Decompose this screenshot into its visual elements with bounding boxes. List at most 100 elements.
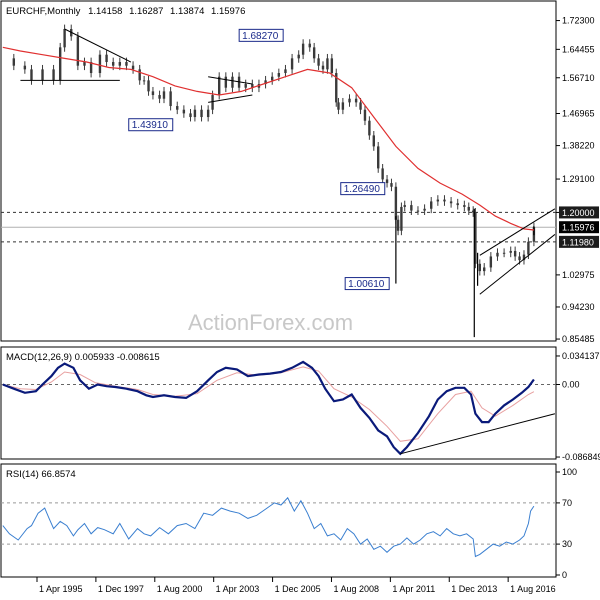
price-candle-body <box>489 256 493 268</box>
price-trend-line <box>64 28 132 63</box>
price-candle-body <box>277 73 281 77</box>
price-candle-body <box>89 62 93 74</box>
price-highlight-label: 1.15976 <box>562 223 595 233</box>
macd-title: MACD(12,26,9) 0.005933 -0.008615 <box>6 352 160 363</box>
macd-line <box>2 360 535 456</box>
price-candle-body <box>467 206 470 211</box>
rsi-title: RSI(14) 66.8574 <box>6 469 76 480</box>
price-candle-body <box>105 54 108 63</box>
price-candle-body <box>330 58 334 74</box>
price-candle-body <box>41 69 44 81</box>
macd-y-tick-label: 0.00 <box>562 379 580 389</box>
price-y-tick-label: 1.38220 <box>562 141 595 151</box>
price-candle-body <box>471 210 475 213</box>
rsi-y-tick-label: 0 <box>562 570 567 580</box>
price-candle-body <box>354 98 358 103</box>
price-candle-body <box>297 54 300 59</box>
price-y-tick-label: 1.72300 <box>562 16 595 26</box>
macd-panel-frame <box>0 346 557 460</box>
price-candle-body <box>98 54 102 74</box>
price-candle-body <box>381 168 384 180</box>
price-candle-body <box>206 109 210 118</box>
price-candle-body <box>182 109 186 114</box>
price-candle-body <box>385 179 389 184</box>
price-candle-body <box>372 135 375 147</box>
price-candle-body <box>189 113 192 118</box>
price-highlight-label: 1.20000 <box>562 208 595 218</box>
price-header: EURCHF,Monthly 1.14158 1.16287 1.13874 1… <box>6 6 245 17</box>
pivot-label-box <box>238 28 284 42</box>
pivot-label: 1.43910 <box>132 120 169 131</box>
price-candle-body <box>474 212 477 264</box>
price-candle-body <box>308 43 311 48</box>
price-candle-body <box>290 58 294 70</box>
price-candle-body <box>63 29 66 48</box>
price-candle-body <box>251 84 254 88</box>
price-candle-body <box>224 76 228 88</box>
price-candle-body <box>211 95 214 110</box>
price-candle-body <box>513 250 517 257</box>
price-candle-body <box>430 201 433 209</box>
price-trend-line <box>479 234 556 295</box>
price-panel-frame <box>0 0 557 342</box>
price-trend-line <box>208 76 253 85</box>
price-candle-body <box>142 80 146 82</box>
x-axis-tick-label: 1 Apr 2003 <box>216 584 260 594</box>
watermark: ActionForex.com <box>188 310 353 335</box>
high-value: 1.16287 <box>129 6 163 17</box>
price-candle-body <box>169 91 172 107</box>
pivot-label: 1.00610 <box>348 279 385 290</box>
price-candle-body <box>218 76 221 96</box>
x-axis-tick-label: 1 Aug 2016 <box>510 584 556 594</box>
x-axis-tick-label: 1 Aug 2000 <box>157 584 203 594</box>
x-axis-tick-label: 1 Apr 2011 <box>392 584 435 594</box>
x-axis-tick-label: 1 Dec 2013 <box>451 584 497 594</box>
price-candle-body <box>518 256 521 261</box>
rsi-y-tick-label: 70 <box>562 498 572 508</box>
price-candle-body <box>264 80 267 85</box>
price-candle-body <box>158 95 161 99</box>
price-candle-body <box>284 69 287 74</box>
price-candle-body <box>176 106 179 110</box>
price-candle-body <box>200 109 203 118</box>
x-axis-tick-label: 1 Dec 2005 <box>275 584 321 594</box>
price-y-tick-label: 1.46965 <box>562 109 595 119</box>
price-candle-body <box>363 109 367 121</box>
price-candle-body <box>449 201 453 204</box>
price-candle-body <box>502 252 506 254</box>
price-y-tick-label: 0.85485 <box>562 334 595 344</box>
price-candle-body <box>271 76 274 81</box>
moving-average-line <box>2 46 534 231</box>
x-axis-tick-label: 1 Aug 2008 <box>333 584 379 594</box>
price-candle-body <box>58 47 62 81</box>
price-trend-line <box>479 208 556 256</box>
price-highlight-label: 1.11980 <box>562 237 594 247</box>
price-candle-body <box>394 186 398 220</box>
price-candle-body <box>478 263 482 272</box>
rsi-layer: 100 70 30 0 <box>1 467 577 580</box>
price-candle-body <box>436 199 440 202</box>
price-candle-body <box>312 47 316 59</box>
macd-trend-line <box>400 413 556 455</box>
price-candle-body <box>23 65 27 70</box>
x-axis-tick-label: 1 Apr 1995 <box>39 584 83 594</box>
close-value: 1.15976 <box>211 6 245 17</box>
price-candle-body <box>359 102 362 110</box>
price-candle-body <box>403 205 406 207</box>
rsi-y-tick-label: 30 <box>562 539 572 549</box>
price-y-tick-label: 1.56710 <box>562 73 595 83</box>
macd-y-tick-label: 0.034137 <box>562 351 600 361</box>
pivot-label: 1.68270 <box>242 31 279 42</box>
price-highlight-box <box>559 206 599 219</box>
price-candle-body <box>368 120 371 136</box>
x-axis: 1 Apr 1995 1 Dec 1997 1 Aug 2000 1 Apr 2003… <box>36 577 556 594</box>
low-value: 1.13874 <box>170 6 204 17</box>
price-y-tick-label: 1.64455 <box>562 44 595 54</box>
price-y-tick-label: 1.29100 <box>562 174 595 184</box>
price-layer: 1.72300 1.64455 1.56710 1.46965 1.38220 1.291… <box>1 16 599 344</box>
price-candle-body <box>496 252 499 257</box>
price-candle-body <box>138 69 141 81</box>
rsi-y-tick-label: 100 <box>562 467 577 477</box>
